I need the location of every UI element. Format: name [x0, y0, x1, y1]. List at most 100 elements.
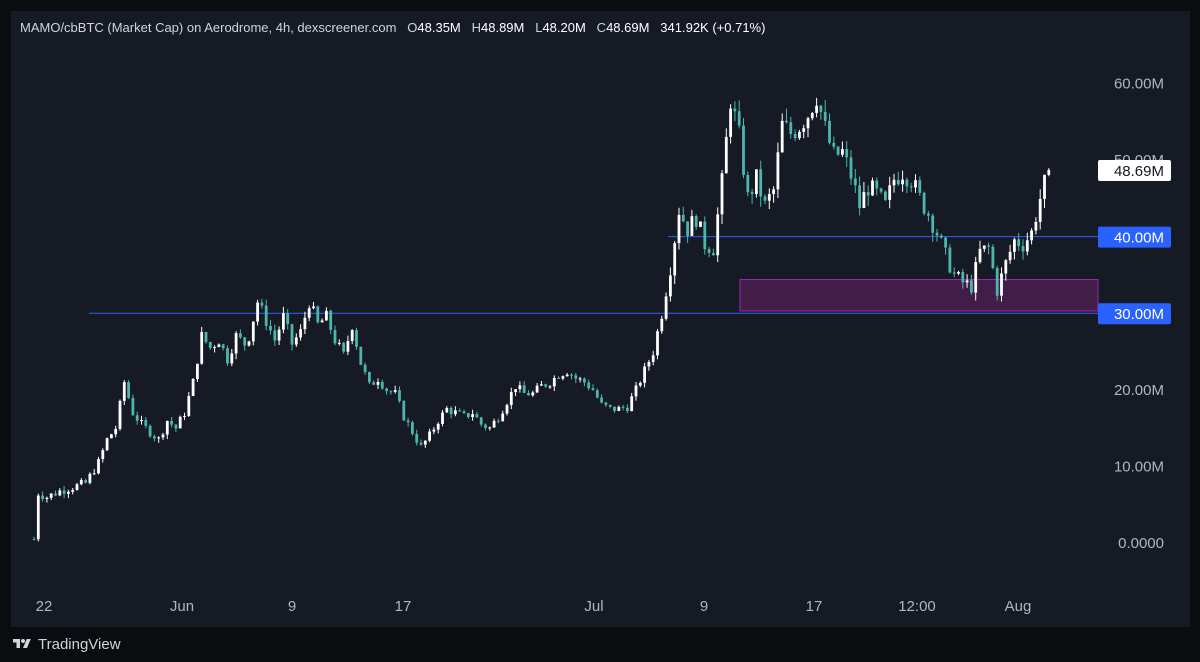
candle-body [41, 495, 44, 499]
low-value: 48.20M [542, 20, 586, 35]
y-tick-label: 60.00M [1114, 75, 1164, 92]
candle-body [307, 308, 311, 318]
candle-body [312, 306, 315, 309]
candle-body [492, 420, 496, 428]
chart-panel[interactable] [11, 11, 1190, 627]
candle-body [294, 337, 298, 345]
candle-body [462, 411, 466, 414]
candle-body [712, 252, 715, 256]
candle-body [651, 355, 655, 363]
candle-body [144, 419, 148, 426]
candle-body [320, 320, 324, 323]
tradingview-branding[interactable]: TradingView [12, 634, 121, 654]
candle-body [810, 112, 814, 119]
candle-body [389, 391, 393, 393]
candle-body [978, 248, 982, 263]
open-label: O [407, 20, 418, 35]
x-tick-label: 9 [288, 598, 296, 615]
candle-body [948, 247, 952, 273]
candle-body [1047, 170, 1051, 175]
candle-body [239, 333, 242, 338]
candle-body [961, 272, 965, 283]
candle-body [1013, 239, 1016, 252]
candle-body [226, 348, 229, 364]
ohlc-legend: MAMO/cbBTC (Market Cap) on Aerodrome, 4h… [20, 20, 765, 35]
candle-body [557, 377, 560, 379]
candle-body [527, 392, 530, 396]
candle-body [574, 375, 578, 379]
candle-body [561, 376, 565, 379]
candle-body [342, 342, 345, 352]
candle-body [346, 341, 350, 352]
candle-body [269, 325, 272, 331]
candle-body [849, 157, 853, 179]
candle-body [531, 392, 535, 396]
candle-body [733, 108, 737, 112]
candle-body [823, 111, 827, 121]
candle-body [213, 347, 216, 349]
candle-body [892, 179, 896, 186]
candle-body [153, 436, 156, 439]
x-tick-label: 22 [36, 598, 53, 615]
candle-body [785, 120, 788, 123]
candle-body [191, 378, 195, 396]
candle-body [84, 480, 87, 483]
candle-body [127, 382, 130, 398]
demand-zone [739, 278, 1099, 312]
candle-body [944, 237, 947, 248]
candle-body [234, 333, 238, 354]
candle-body [677, 214, 681, 244]
candle-body [570, 374, 573, 376]
candle-body [286, 313, 290, 325]
candle-body [720, 173, 724, 215]
candle-body [707, 249, 711, 253]
candle-body [617, 406, 621, 411]
candle-body [67, 491, 70, 494]
candle-body [58, 490, 62, 496]
candle-body [187, 395, 191, 416]
y-tick-label: 20.00M [1114, 382, 1164, 399]
candle-body [208, 341, 212, 348]
candle-body [970, 280, 973, 293]
candle-body [793, 133, 797, 139]
candle-body [634, 385, 638, 397]
candle-body [501, 413, 505, 422]
candle-body [669, 275, 672, 297]
x-tick-label: 9 [700, 598, 708, 615]
candle-body [853, 178, 857, 186]
tradingview-logo-icon [13, 639, 31, 648]
candle-body [1043, 174, 1046, 199]
candle-body [982, 245, 986, 249]
candle-body [1017, 239, 1021, 247]
candle-body [548, 386, 552, 388]
candle-body [372, 382, 376, 385]
candle-body [475, 414, 479, 418]
candle-body [359, 346, 363, 365]
candle-body [638, 382, 642, 386]
candle-body [626, 407, 629, 412]
candle-body [402, 401, 406, 421]
candle-body [441, 412, 444, 424]
candle-body [871, 180, 874, 196]
candle-body [600, 397, 603, 403]
candle-body [909, 186, 913, 188]
candle-body [217, 344, 221, 348]
candle-body [660, 318, 664, 332]
candle-body [630, 396, 634, 412]
candle-body [333, 329, 337, 344]
candle-body [905, 179, 909, 187]
candle-body [888, 185, 892, 200]
candle-body [299, 329, 302, 338]
candle-body [49, 493, 53, 498]
candle-body [445, 407, 449, 413]
candle-body [957, 272, 960, 274]
candle-body [114, 428, 118, 435]
x-tick-label: Aug [1005, 598, 1032, 615]
candle-body [875, 180, 879, 189]
candle-body [484, 424, 487, 428]
candle-body [746, 174, 750, 193]
candle-body [157, 437, 161, 439]
current-price-tag [1098, 160, 1171, 182]
candle-body [595, 390, 599, 398]
